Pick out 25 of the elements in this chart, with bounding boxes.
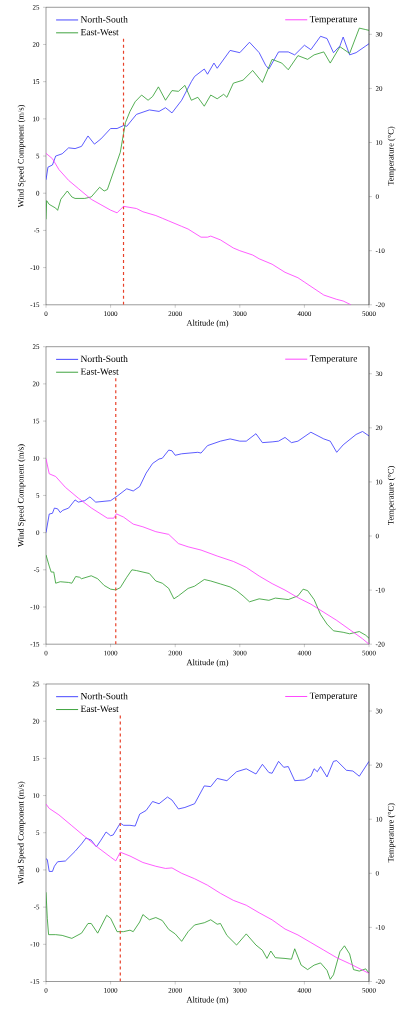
legend-label: Temperature (309, 692, 358, 701)
line-series (46, 891, 369, 980)
y-axis-title: Wind Speed Component (m/s) (17, 444, 26, 547)
y2-axis-title: Temperature (°C) (387, 126, 396, 186)
legend-label: East-West (80, 368, 119, 375)
y-axis-title: Wind Speed Component (m/s) (17, 104, 26, 208)
legend-label: North-South (80, 692, 128, 700)
x-axis-title: Altitude (m) (186, 319, 229, 328)
line-series (46, 554, 369, 639)
y2-axis-title: Temperature (°C) (387, 466, 396, 526)
y2-axis-title: Temperature (°C) (387, 803, 396, 863)
x-axis-title: Altitude (m) (186, 996, 229, 1005)
line-series (46, 760, 369, 872)
line-series (46, 35, 369, 181)
x-axis-title: Altitude (m) (186, 659, 229, 667)
line-series (46, 27, 369, 220)
y-axis-title: Wind Speed Component (m/s) (17, 781, 26, 885)
legend-label: North-South (80, 355, 128, 362)
line-series (46, 431, 369, 534)
legend-label: Temperature (309, 15, 358, 25)
line-series (46, 803, 369, 974)
legend-label: East-West (80, 28, 119, 36)
legend-label: East-West (80, 705, 119, 713)
legend-label: Temperature (309, 355, 358, 364)
legend-label: North-South (80, 15, 128, 23)
